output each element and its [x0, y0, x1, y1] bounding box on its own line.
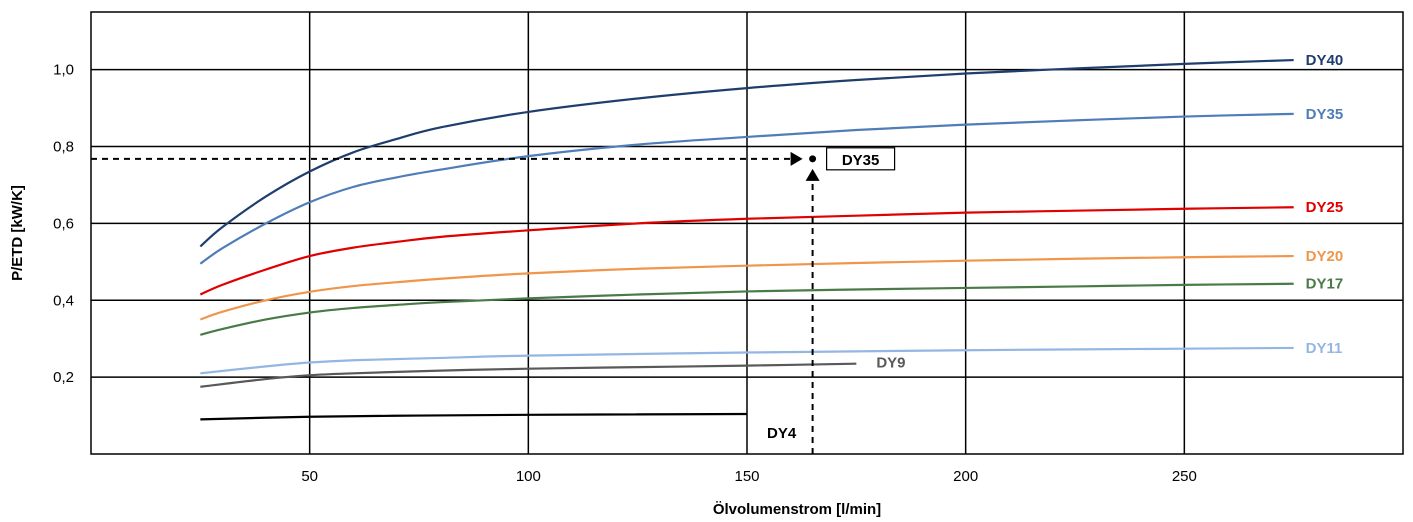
series-line-dy35: [199, 112, 1294, 265]
series-line-dy4: [200, 412, 748, 421]
series-line-dy17: [200, 282, 1294, 336]
series-label-dy35: DY35: [1306, 106, 1344, 123]
x-tick-label: 100: [516, 468, 541, 485]
series-line-dy9: [200, 362, 857, 388]
x-tick-label: 150: [734, 468, 759, 485]
x-axis-title: Ölvolumenstrom [l/min]: [713, 501, 881, 518]
series-label-dy17: DY17: [1306, 276, 1344, 293]
series-line-dy20: [199, 254, 1294, 321]
annotation-arrow-right: [790, 151, 803, 166]
ticks: 50 100 150 200 250 0,2 0,4 0,6 0,8 1,0: [53, 62, 1197, 485]
y-tick-label: 0,6: [53, 215, 74, 232]
annotation-point: [809, 155, 817, 163]
plot-frame: [90, 11, 1404, 455]
series-label-dy11: DY11: [1306, 340, 1343, 357]
series-label-dy40: DY40: [1306, 52, 1344, 69]
series-line-dy25: [199, 206, 1294, 296]
x-tick-label: 200: [953, 468, 978, 485]
y-tick-label: 1,0: [53, 62, 74, 79]
series-line-dy11: [200, 346, 1294, 375]
annotation-label: DY35: [842, 152, 880, 169]
annotation-box: [825, 147, 896, 171]
y-axis-title: P/ETD [kW/K]: [9, 185, 26, 281]
grid: [91, 12, 1403, 454]
series-label-dy9: DY9: [876, 355, 905, 372]
series-label-dy20: DY20: [1306, 248, 1344, 265]
y-tick-label: 0,4: [53, 292, 74, 309]
series-label-dy25: DY25: [1306, 199, 1344, 216]
series-layer: DY40 DY35 DY25 DY20 DY17 DY11 DY9 DY4: [199, 52, 1344, 442]
annotation-layer: DY35: [91, 147, 896, 454]
y-tick-label: 0,8: [53, 139, 74, 156]
x-tick-label: 250: [1172, 468, 1197, 485]
y-tick-label: 0,2: [53, 369, 74, 386]
x-tick-label: 50: [301, 468, 318, 485]
series-line-dy40: [199, 58, 1294, 248]
annotation-arrow-up: [805, 168, 820, 181]
series-label-dy4: DY4: [767, 425, 797, 442]
